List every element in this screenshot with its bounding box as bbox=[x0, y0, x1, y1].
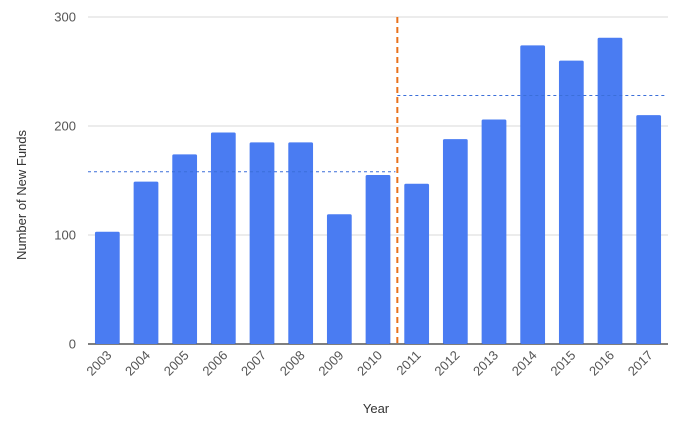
bar-2004 bbox=[133, 181, 159, 344]
x-tick-label: 2012 bbox=[431, 348, 462, 379]
x-axis-ticks: 2003 2004 2005 2006 2007 2008 2009 2010 2011 2012… bbox=[83, 348, 655, 379]
x-tick-label: 2011 bbox=[393, 348, 423, 378]
bars bbox=[94, 37, 662, 345]
x-tick-label: 2007 bbox=[238, 348, 269, 379]
x-tick-label: 2005 bbox=[161, 348, 192, 379]
bar-2012 bbox=[442, 139, 468, 344]
x-tick-label: 2017 bbox=[625, 348, 656, 379]
x-axis-title: Year bbox=[363, 401, 390, 416]
bar-2016 bbox=[597, 37, 623, 345]
x-tick-label: 2009 bbox=[315, 348, 346, 379]
bar-2011 bbox=[404, 183, 430, 344]
bar-2008 bbox=[288, 142, 314, 344]
bar-2013 bbox=[481, 119, 507, 345]
x-tick-label: 2004 bbox=[122, 348, 153, 379]
bar-2014 bbox=[520, 45, 546, 345]
y-tick-label: 200 bbox=[54, 119, 76, 134]
x-tick-label: 2015 bbox=[547, 348, 578, 379]
x-tick-label: 2013 bbox=[470, 348, 501, 379]
y-axis-title: Number of New Funds bbox=[14, 129, 29, 260]
bar-2006 bbox=[210, 132, 236, 344]
y-tick-label: 100 bbox=[54, 228, 76, 243]
x-tick-label: 2003 bbox=[83, 348, 114, 379]
x-tick-label: 2006 bbox=[199, 348, 230, 379]
x-tick-label: 2008 bbox=[277, 348, 308, 379]
reference-lines bbox=[88, 17, 667, 344]
y-tick-label: 0 bbox=[69, 337, 76, 352]
bar-2007 bbox=[249, 142, 275, 344]
bar-2015 bbox=[558, 60, 584, 344]
bar-2010 bbox=[365, 175, 391, 344]
bar-2017 bbox=[636, 115, 662, 344]
x-tick-label: 2014 bbox=[509, 348, 540, 379]
x-tick-label: 2010 bbox=[354, 348, 385, 379]
y-axis-ticks: 0 100 200 300 bbox=[54, 10, 76, 352]
bar-2005 bbox=[172, 154, 198, 344]
bar-2009 bbox=[326, 214, 352, 344]
bar-2003 bbox=[94, 231, 120, 344]
x-tick-label: 2016 bbox=[586, 348, 617, 379]
y-tick-label: 300 bbox=[54, 10, 76, 25]
